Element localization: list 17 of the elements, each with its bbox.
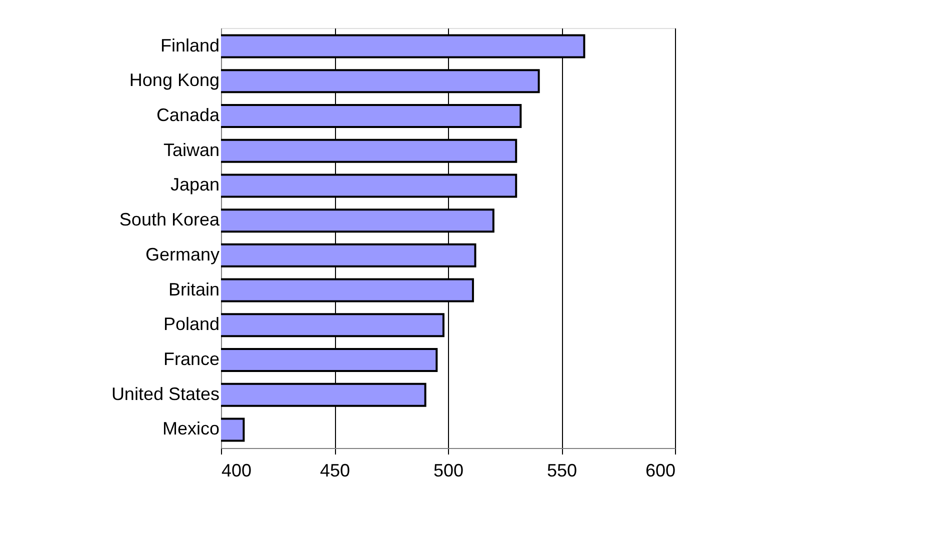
y-tick-label: Britain [168,279,220,300]
x-tick-label: 450 [320,460,350,480]
y-tick-label: France [163,348,220,369]
y-tick-label: Taiwan [163,140,220,160]
x-tick-label: 400 [222,460,252,480]
y-tick-label: Hong Kong [129,70,220,90]
y-tick-label: Mexico [162,418,220,439]
y-tick-label: Germany [145,244,220,264]
x-tick-label: 600 [645,460,676,480]
y-tick-label: Japan [170,174,220,195]
y-tick-label: Poland [163,314,220,334]
y-tick-label: South Korea [119,210,220,230]
x-tick-label: 550 [546,460,578,480]
y-tick-label: Canada [156,105,220,126]
y-tick-label: Finland [160,35,220,56]
x-tick-label: 500 [433,460,464,480]
y-tick-label: United States [111,384,220,404]
